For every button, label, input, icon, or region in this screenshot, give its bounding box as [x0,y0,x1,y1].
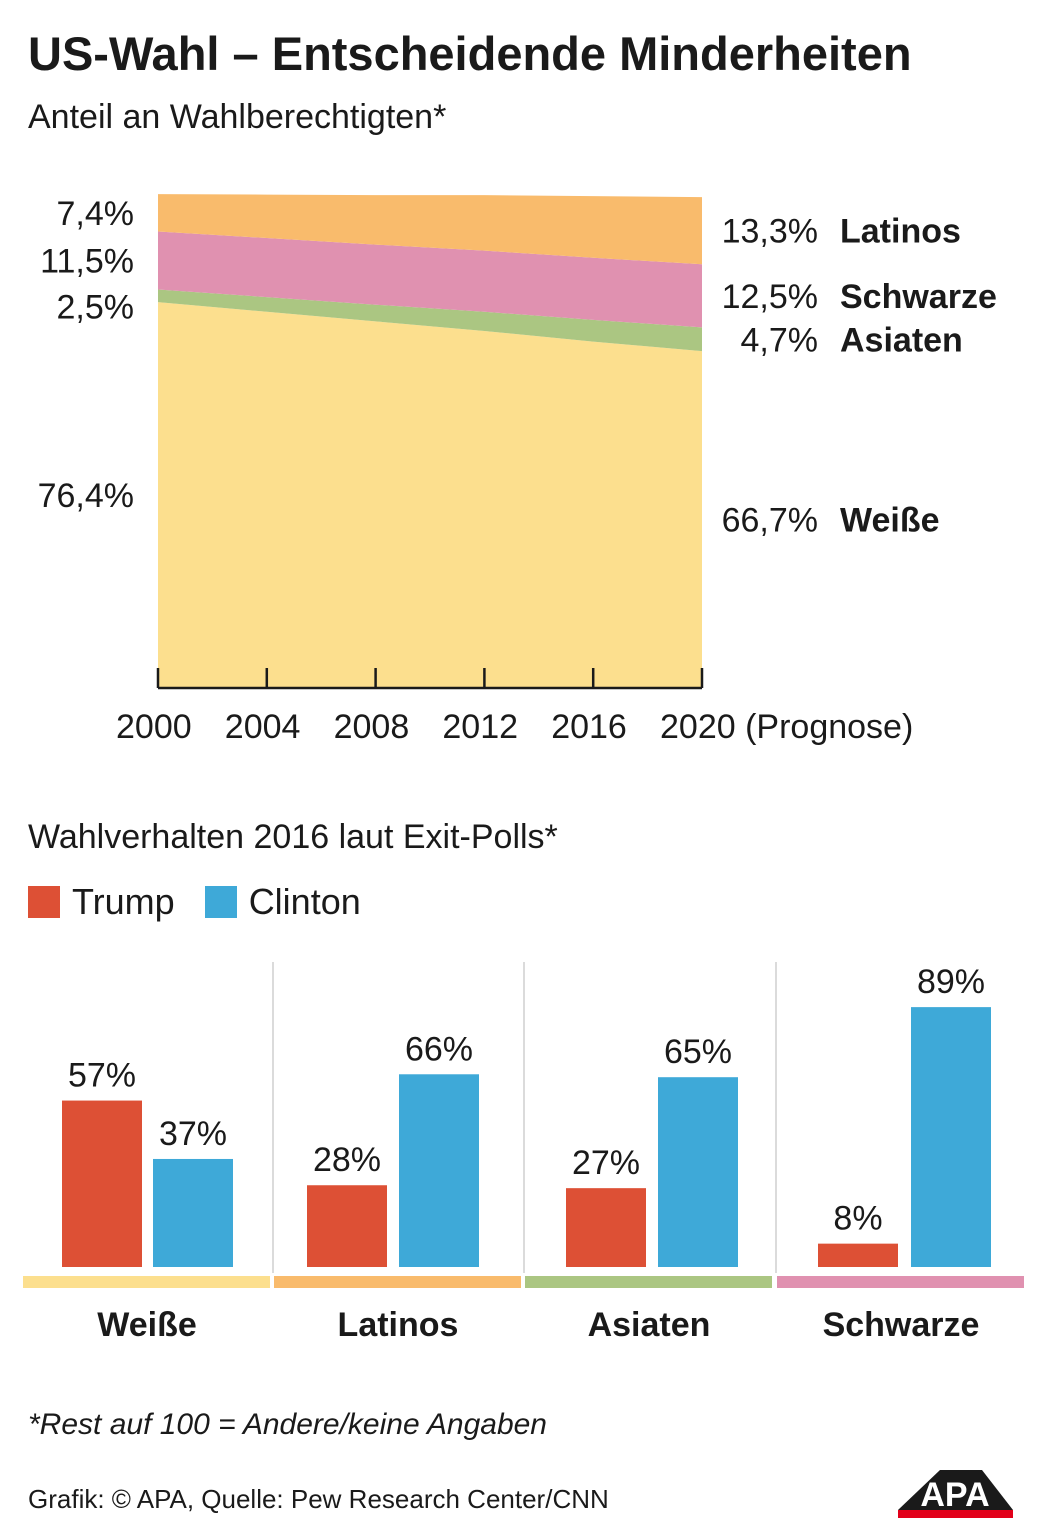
bar-label-clinton-latinos: 66% [405,1030,473,1068]
category-label-latinos: Latinos [338,1306,459,1344]
category-label-asiaten: Asiaten [588,1306,711,1344]
bar-label-clinton-weisse: 37% [159,1115,227,1153]
x-tick-label-2020: 2020 (Prognose) [660,708,913,746]
series-label-weisse: Weiße [840,502,940,540]
category-band-weisse [23,1276,270,1288]
bar-trump-weisse [62,1100,142,1267]
legend-item-trump: Trump [28,881,175,923]
start-label-latinos: 7,4% [57,195,135,233]
bar-clinton-asiaten [658,1077,738,1267]
page-title: US-Wahl – Entscheidende Minderheiten [28,27,912,80]
end-label-latinos: 13,3% [722,213,818,251]
bar-label-trump-schwarze: 8% [833,1200,882,1238]
bar-chart-title: Wahlverhalten 2016 laut Exit-Polls* [28,818,558,856]
bar-chart-legend: Trump Clinton [28,881,391,923]
end-label-asiaten: 4,7% [741,321,819,359]
series-label-asiaten: Asiaten [840,321,963,359]
legend-label-clinton: Clinton [248,881,361,922]
category-band-latinos [274,1276,521,1288]
source-credit: Grafik: © APA, Quelle: Pew Research Cent… [28,1484,609,1514]
area-latinos [158,194,702,265]
bar-label-trump-latinos: 28% [313,1141,381,1179]
bar-label-clinton-schwarze: 89% [917,963,985,1001]
apa-logo-stripe [898,1510,1013,1518]
category-band-asiaten [525,1276,772,1288]
end-label-weisse: 66,7% [722,502,818,540]
area-schwarze [158,231,702,328]
bar-trump-latinos [307,1185,387,1267]
x-tick-label-2008: 2008 [334,708,410,746]
x-tick-label-2012: 2012 [442,708,518,746]
start-label-schwarze: 11,5% [40,243,134,281]
end-label-schwarze: 12,5% [722,278,818,316]
apa-logo: APA [898,1470,1013,1518]
x-tick-label-2000: 2000 [116,708,192,746]
footnote: *Rest auf 100 = Andere/keine Angaben [28,1408,547,1441]
area-chart-subtitle: Anteil an Wahlberechtigten* [28,98,447,136]
legend-item-clinton: Clinton [204,881,361,923]
apa-logo-shape [898,1470,1013,1510]
legend-label-trump: Trump [72,881,175,922]
x-tick-label-2004: 2004 [225,708,301,746]
area-chart: 2000 2004 2008 2012 2016 2020 (Prognose) 76,4%… [38,194,997,746]
x-tick-label-2016: 2016 [551,708,627,746]
bar-trump-asiaten [566,1188,646,1267]
category-label-schwarze: Schwarze [823,1306,980,1344]
bar-clinton-schwarze [911,1007,991,1267]
bar-trump-schwarze [818,1243,898,1267]
bar-label-trump-weisse: 57% [68,1057,136,1095]
legend-swatch-clinton [204,886,237,918]
legend-swatch-trump [28,886,60,918]
start-label-asiaten: 2,5% [57,289,135,327]
category-label-weisse: Weiße [97,1306,197,1344]
bar-chart: 57% 37% Weiße 28% 66% Latinos 27% 65% Asiaten 8% 8… [23,962,1024,1344]
area-asiaten [158,289,702,352]
category-band-schwarze [777,1276,1024,1288]
series-label-latinos: Latinos [840,213,961,251]
area-weisse [158,302,702,688]
series-label-schwarze: Schwarze [840,278,997,316]
bar-label-trump-asiaten: 27% [572,1144,640,1182]
bar-clinton-latinos [399,1074,479,1267]
bar-label-clinton-asiaten: 65% [664,1033,732,1071]
start-label-weisse: 76,4% [38,477,134,515]
bar-clinton-weisse [153,1158,233,1267]
apa-logo-text: APA [920,1476,989,1514]
